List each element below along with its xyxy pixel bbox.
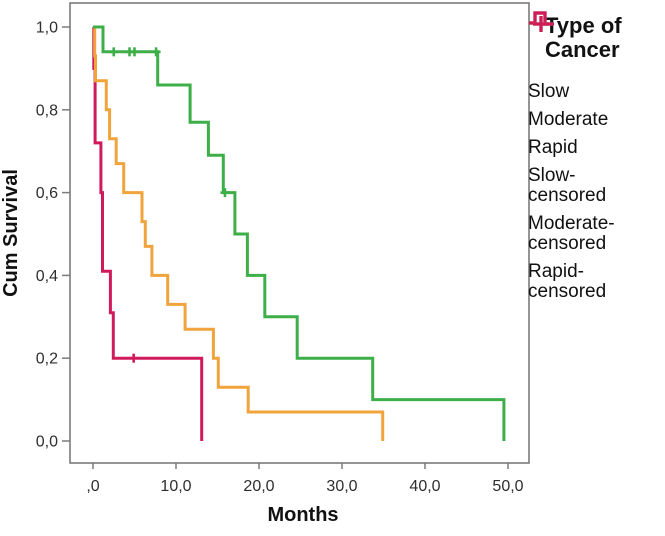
- curve-moderate: [93, 25, 385, 441]
- legend-entry-label: Slow-censored: [528, 166, 606, 206]
- x-tick-label: ,0: [86, 478, 99, 495]
- x-tick-label: 20,0: [243, 478, 274, 495]
- legend-entry-label: Moderate-censored: [528, 214, 615, 254]
- legend-title-line2: Cancer: [545, 37, 620, 62]
- legend-entry-moderate-censored: Moderate-censored: [528, 16, 665, 254]
- legend-entry-rapid: Rapid: [528, 11, 665, 158]
- plot-generated: ,0 10,0 20,0 30,0 40,0 50,0 0,0 0,2 0,4 0,6 0,8 1,0: [36, 20, 524, 496]
- x-tick-label: 40,0: [409, 478, 440, 495]
- curve-slow: [93, 25, 506, 441]
- y-tick-label: 0,2: [36, 351, 58, 368]
- x-axis-title: Months: [267, 504, 338, 526]
- legend-label-line: Rapid-: [528, 261, 584, 282]
- legend-title: Type of Cancer: [528, 14, 665, 62]
- legend-label-line: censored: [528, 281, 607, 302]
- legend: Type of Cancer Slow Moderate Rapid Slow-cen…: [528, 6, 665, 310]
- y-tick-label: 0,0: [36, 434, 58, 451]
- legend-entry-slow: Slow: [528, 11, 665, 102]
- x-tick-label: 30,0: [326, 478, 357, 495]
- legend-label-line: Slow-: [528, 165, 576, 186]
- legend-label-line: Moderate-: [528, 213, 615, 234]
- legend-label-line: censored: [528, 233, 607, 254]
- legend-censored-plus-icon: [533, 16, 549, 32]
- plot-frame: [69, 2, 530, 464]
- legend-entry-label: Slow: [528, 82, 569, 102]
- legend-entry-label: Rapid-censored: [528, 262, 606, 302]
- y-tick-label: 0,8: [36, 102, 58, 119]
- y-axis-title: Cum Survival: [0, 169, 22, 297]
- legend-label-line: censored: [528, 185, 607, 206]
- legend-entry-slow-censored: Slow-censored: [528, 16, 665, 206]
- legend-label-line: Slow: [528, 81, 570, 102]
- y-tick-label: 1,0: [36, 20, 58, 37]
- y-tick-label: 0,4: [36, 268, 58, 285]
- legend-entry-label: Moderate: [528, 110, 608, 130]
- legend-entry-rapid-censored: Rapid-censored: [528, 16, 665, 302]
- legend-entry-moderate: Moderate: [528, 11, 665, 130]
- swatch-stroke: [533, 16, 549, 32]
- legend-title-line1: Type of: [545, 13, 622, 38]
- legend-entries: Slow Moderate Rapid Slow-censored Moderate-c…: [528, 11, 665, 302]
- y-tick-label: 0,6: [36, 185, 58, 202]
- legend-label-line: Rapid: [528, 137, 578, 158]
- legend-label-line: Moderate: [528, 109, 609, 130]
- legend-entry-label: Rapid: [528, 138, 578, 158]
- x-tick-label: 10,0: [160, 478, 191, 495]
- x-tick-label: 50,0: [492, 478, 523, 495]
